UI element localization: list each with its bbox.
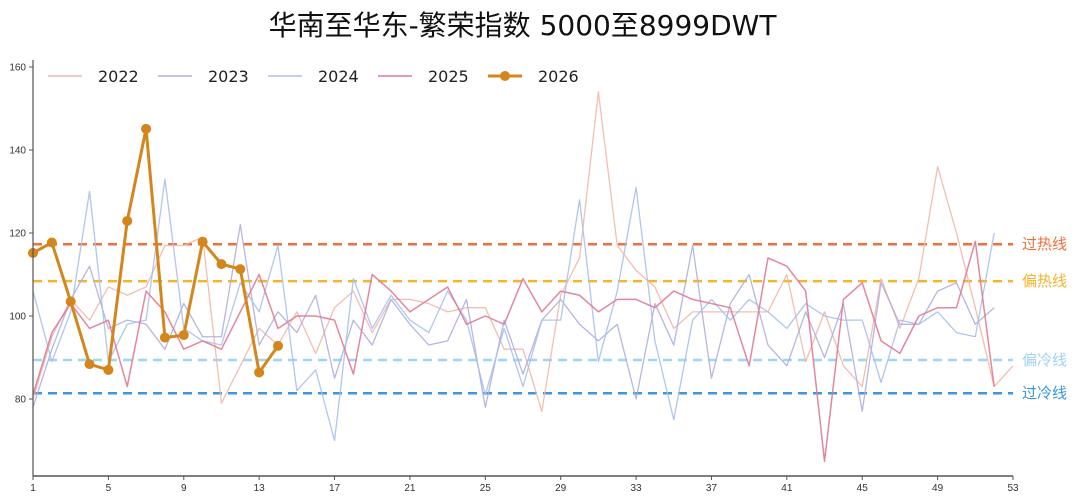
data-point-marker [216, 259, 227, 270]
legend-label: 2022 [98, 67, 139, 86]
data-point-marker [159, 332, 170, 343]
x-tick-label: 25 [480, 483, 492, 494]
legend-label: 2026 [538, 67, 579, 86]
axes: 80 100 120 140 160 1 5 9 13 17 21 25 29 33 37 41 45 49 53 [9, 60, 1019, 494]
reference-line-label: 过热线 [1022, 235, 1067, 253]
data-point-marker [273, 340, 283, 351]
legend-marker-icon [500, 71, 510, 81]
data-point-marker [122, 215, 133, 226]
x-tick-label: 53 [1007, 483, 1019, 494]
y-tick-label: 120 [9, 229, 26, 240]
reference-line-label: 偏热线 [1022, 272, 1067, 290]
x-tick-label: 5 [106, 483, 112, 494]
data-point-marker [178, 330, 189, 341]
data-point-marker [235, 264, 246, 275]
x-tick-label: 13 [254, 483, 266, 494]
legend-item-2026[interactable]: 2026 [488, 67, 579, 86]
series-line-2022 [32, 91, 1014, 413]
y-tick-label: 100 [9, 312, 26, 323]
x-tick-label: 33 [631, 483, 643, 494]
data-point-marker [84, 359, 95, 370]
series-line-2025 [32, 240, 995, 462]
x-tick-label: 21 [404, 483, 416, 494]
data-point-marker [46, 237, 57, 248]
reference-line-label: 过冷线 [1022, 384, 1067, 402]
data-point-marker [254, 367, 265, 378]
x-tick-label: 45 [857, 483, 869, 494]
legend-item-2024[interactable]: 2024 [268, 67, 359, 86]
legend-label: 2024 [318, 67, 359, 86]
x-tick-label: 49 [932, 483, 944, 494]
y-tick-label: 160 [9, 63, 26, 74]
data-point-marker [141, 123, 152, 134]
legend-item-2022[interactable]: 2022 [48, 67, 139, 86]
reference-line-label: 偏冷线 [1022, 351, 1067, 369]
legend: 2022 2023 2024 2025 2026 [48, 67, 579, 86]
y-tick-label: 140 [9, 146, 26, 157]
data-point-marker [103, 364, 114, 375]
x-tick-label: 29 [555, 483, 567, 494]
x-tick-label: 17 [329, 483, 341, 494]
legend-item-2025[interactable]: 2025 [378, 67, 469, 86]
x-tick-label: 9 [181, 483, 187, 494]
chart-title: 华南至华东-繁荣指数 5000至8999DWT [268, 9, 777, 42]
reference-lines [33, 242, 1013, 395]
legend-label: 2023 [208, 67, 249, 86]
x-tick-label: 37 [706, 483, 718, 494]
x-tick-label: 1 [30, 483, 36, 494]
data-point-marker [197, 236, 208, 247]
legend-item-2023[interactable]: 2023 [158, 67, 249, 86]
series-lines [28, 91, 1014, 462]
series-line-2023 [32, 224, 995, 413]
data-point-marker [65, 296, 76, 307]
y-tick-label: 80 [15, 395, 27, 406]
series-line-2024 [32, 178, 995, 442]
legend-label: 2025 [428, 67, 469, 86]
x-tick-label: 41 [781, 483, 793, 494]
